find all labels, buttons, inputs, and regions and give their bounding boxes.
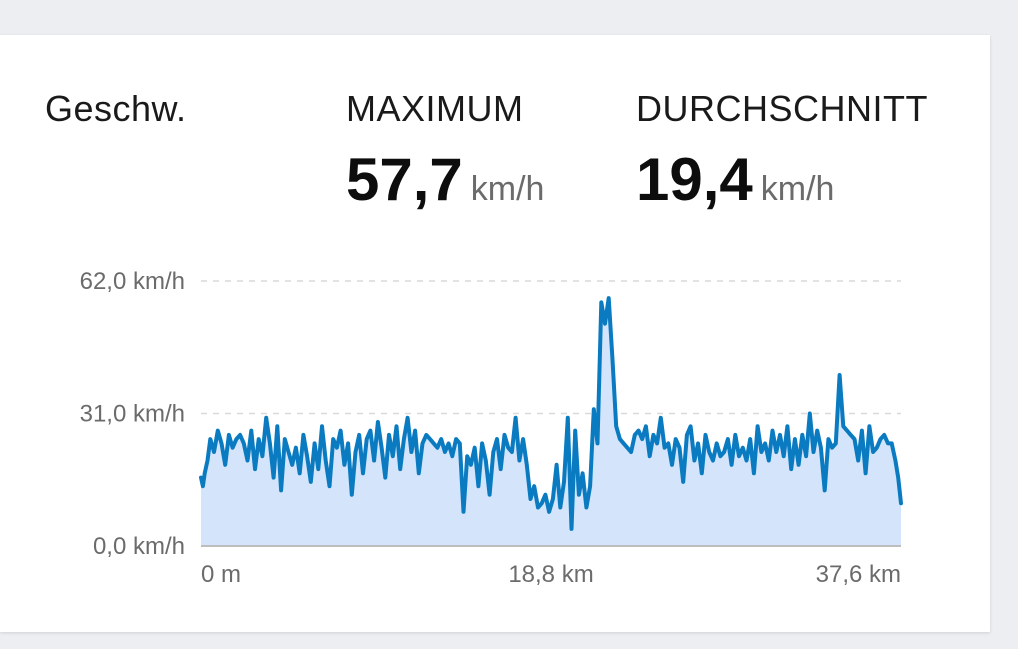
maximum-unit: km/h	[470, 170, 545, 208]
speed-area	[201, 298, 901, 546]
y-axis-ticks: 62,0 km/h 31,0 km/h 0,0 km/h	[80, 268, 185, 560]
maximum-number: 57,7	[346, 146, 463, 213]
x-tick-label-0: 0 m	[201, 561, 241, 588]
maximum-value: 57,7 km/h	[346, 145, 544, 214]
average-value: 19,4 km/h	[636, 145, 834, 214]
x-tick-label-2: 37,6 km	[816, 561, 901, 588]
card-title: Geschw.	[45, 88, 187, 129]
y-tick-label-1: 31,0 km/h	[80, 401, 185, 428]
average-unit: km/h	[760, 170, 835, 208]
y-tick-label-2: 0,0 km/h	[93, 533, 185, 560]
grid-lines	[201, 280, 901, 415]
average-label: DURCHSCHNITT	[636, 88, 928, 129]
x-axis-ticks: 0 m 18,8 km 37,6 km	[201, 561, 901, 588]
speed-line	[199, 296, 903, 531]
y-tick-label-0: 62,0 km/h	[80, 268, 185, 295]
x-tick-label-1: 18,8 km	[508, 561, 593, 588]
average-number: 19,4	[636, 146, 753, 213]
maximum-label: MAXIMUM	[346, 88, 524, 129]
